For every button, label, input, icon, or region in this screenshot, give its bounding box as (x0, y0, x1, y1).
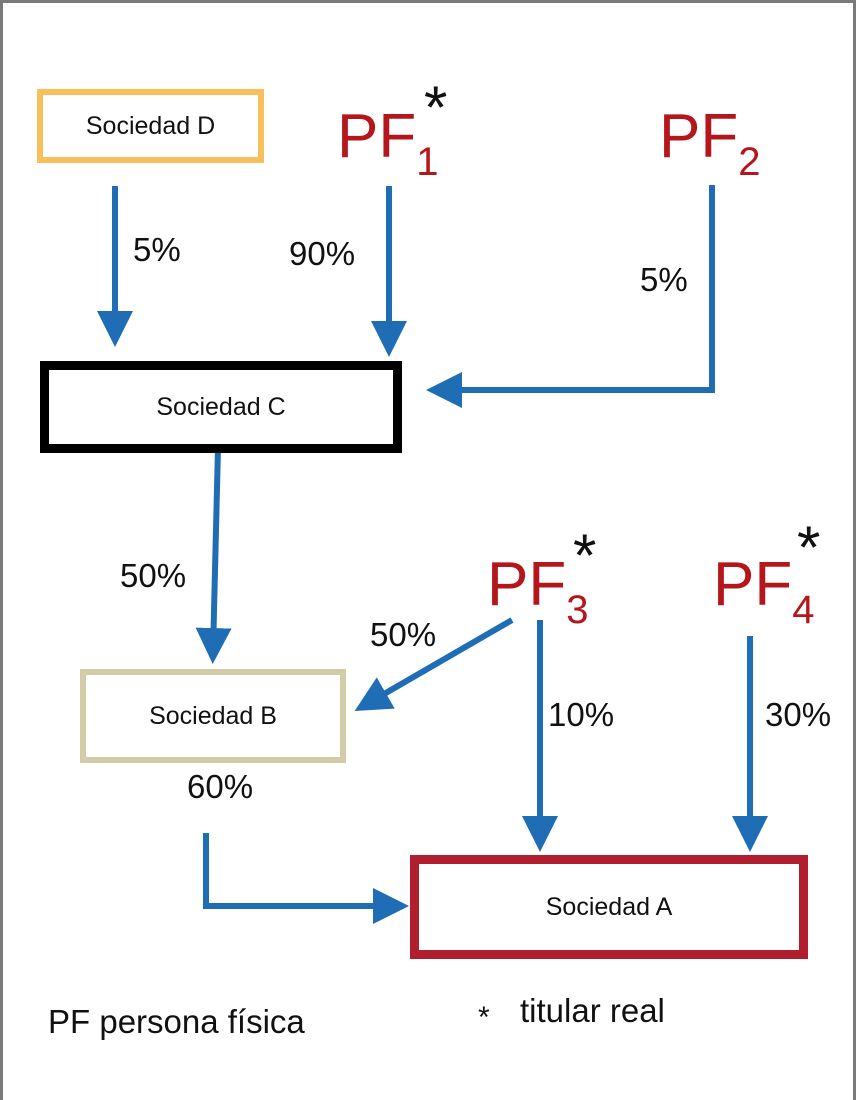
legend-star-symbol: * (478, 1001, 490, 1034)
pct-pf3-to-a: 10% (548, 696, 615, 733)
pct-d-to-c: 5% (133, 231, 181, 268)
pf3-label: PF3 (487, 550, 589, 632)
pct-c-to-b: 50% (120, 557, 187, 594)
pf1-beneficial-owner-marker: * (424, 74, 448, 141)
sociedad-a-box: Sociedad A (410, 855, 808, 959)
pct-pf4-to-a: 30% (765, 696, 832, 733)
sociedad-c-label: Sociedad C (156, 392, 286, 421)
arrow-pf2-to-c (426, 185, 715, 408)
legend-pf: PF persona física (48, 1003, 305, 1040)
sociedad-d-box: Sociedad D (37, 89, 264, 163)
sociedad-b-label: Sociedad B (149, 701, 277, 730)
pct-b-to-a: 60% (187, 768, 254, 805)
sociedad-c-box: Sociedad C (40, 361, 402, 453)
pct-pf3-to-b: 50% (370, 616, 437, 653)
arrows-layer (97, 185, 768, 924)
pf4-beneficial-owner-marker: * (797, 514, 821, 581)
pct-pf2-to-c: 5% (640, 261, 688, 298)
pf1-label: PF1 (337, 102, 439, 184)
pf4-label: PF4 (713, 550, 815, 632)
legend-titular-real: titular real (520, 992, 665, 1029)
sociedad-b-box: Sociedad B (80, 669, 346, 763)
pct-pf1-to-c: 90% (289, 235, 356, 272)
arrow-b-to-a (203, 833, 409, 924)
arrow-pf3-to-b (354, 617, 514, 712)
sociedad-a-label: Sociedad A (545, 892, 673, 921)
sociedad-d-label: Sociedad D (85, 111, 216, 140)
pf3-beneficial-owner-marker: * (573, 522, 597, 589)
arrow-c-to-b (195, 447, 232, 664)
pf2-label: PF2 (659, 102, 761, 184)
